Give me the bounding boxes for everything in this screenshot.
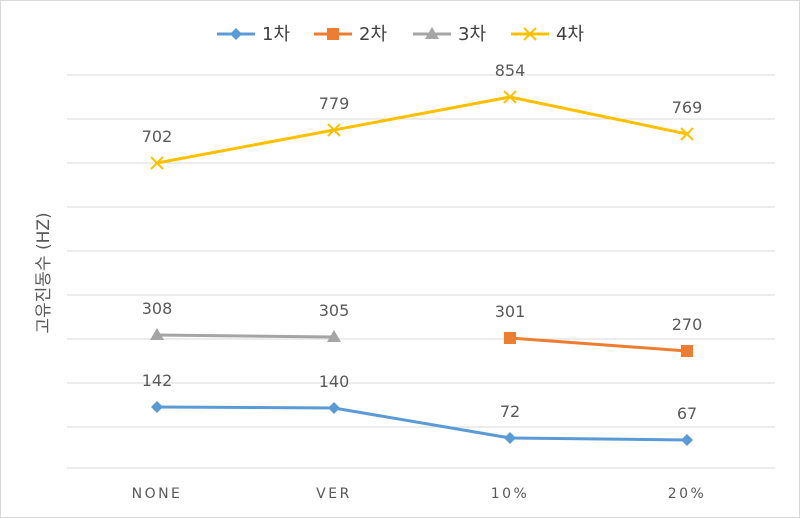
series-4-point (150, 156, 164, 170)
series-4-point (327, 123, 341, 137)
series-1-data-label: 140 (319, 372, 350, 391)
series-1-data-label: 72 (500, 402, 520, 421)
series-4-point (680, 127, 694, 141)
series-2-data-label: 301 (495, 302, 526, 321)
series-4-line (155, 128, 336, 165)
legend-marker (230, 28, 242, 40)
series-2-point (504, 332, 516, 344)
series-3-line (155, 333, 336, 339)
series-3-point (150, 328, 164, 340)
legend-marker (425, 27, 439, 39)
legend-entry-label: 2차 (359, 24, 387, 45)
series-3-point (327, 330, 341, 342)
series-1-point (151, 401, 163, 413)
series-2-point (681, 345, 693, 357)
legend-entry-label: 3차 (458, 24, 486, 45)
x-tick-label: NONE (132, 486, 183, 502)
series-3-data-label: 305 (319, 301, 350, 320)
legend-marker (523, 27, 537, 41)
x-tick-label: 10% (491, 486, 530, 502)
series-4-line (508, 95, 689, 136)
series-1-data-label: 67 (677, 404, 697, 423)
legend-entry-label: 4차 (556, 24, 584, 45)
series-1-point (504, 432, 516, 444)
series-1-point (681, 434, 693, 446)
series-1-data-label: 142 (142, 371, 173, 390)
x-tick-label: VER (316, 486, 352, 502)
x-tick-label: 20% (668, 486, 707, 502)
series-3-data-label: 308 (142, 299, 173, 318)
legend-entry-label: 1차 (262, 24, 290, 45)
series-1-point (328, 402, 340, 414)
series-1-line (155, 405, 336, 410)
legend-marker (327, 28, 339, 40)
y-axis-title: 고유진동수 (HZ) (34, 212, 54, 333)
series-4-data-label: 854 (495, 61, 526, 80)
series-2-line (508, 336, 689, 353)
series-4-data-label: 702 (142, 127, 173, 146)
series-4-line (332, 95, 512, 132)
series-4-point (503, 90, 517, 104)
series-4-data-label: 769 (672, 98, 703, 117)
series-2-data-label: 270 (672, 315, 703, 334)
series-4-data-label: 779 (319, 94, 350, 113)
series-1-line (332, 406, 512, 440)
series-1-line (508, 436, 689, 442)
